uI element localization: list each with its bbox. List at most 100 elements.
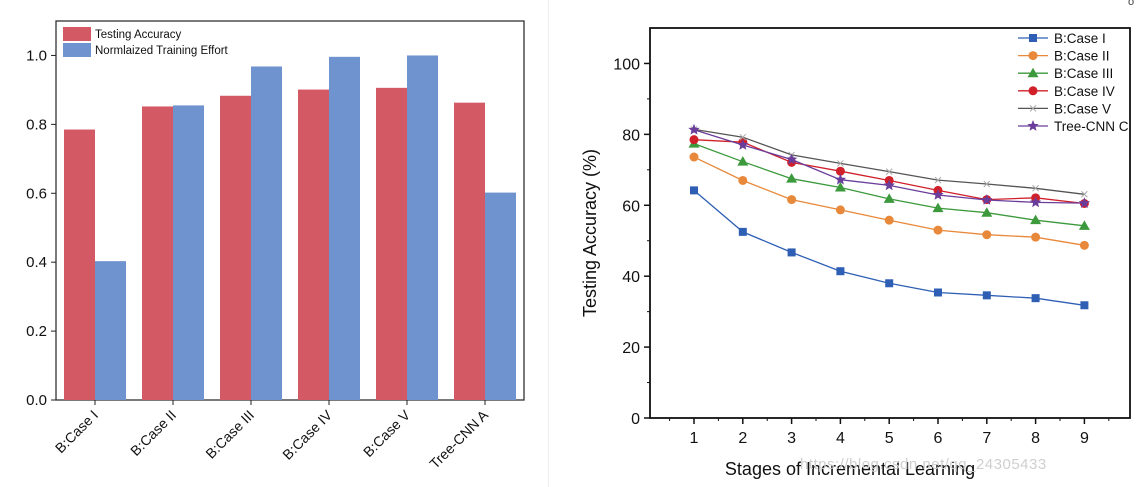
bar-testing-accuracy	[220, 95, 251, 401]
data-point	[737, 156, 749, 166]
bar-training-effort	[407, 55, 438, 401]
legend-label: B:Case II	[1054, 49, 1110, 64]
x-tick-label: 6	[934, 430, 943, 447]
data-point	[1079, 240, 1089, 250]
legend-marker	[1028, 86, 1038, 96]
legend-marker	[1027, 120, 1039, 131]
data-point	[834, 182, 846, 192]
data-point	[885, 168, 893, 175]
data-point	[933, 225, 943, 235]
y-tick-label: 20	[622, 340, 640, 357]
data-point	[737, 139, 749, 150]
series-b-case-ii	[689, 152, 1089, 250]
x-tick-label: 1	[690, 430, 699, 447]
data-point	[934, 176, 942, 184]
legend-label: Testing Accuracy	[95, 29, 182, 41]
legend-marker	[1028, 51, 1038, 61]
panel-divider	[548, 0, 549, 487]
legend-marker	[1029, 34, 1037, 42]
data-point	[688, 123, 700, 135]
data-point	[689, 135, 699, 145]
data-point	[690, 186, 698, 195]
watermark-text: https://blog.csdn.net/qq_24305433	[800, 456, 1047, 473]
data-point	[1030, 214, 1042, 225]
corner-mark: o	[1128, 0, 1135, 8]
x-tick-label: 4	[836, 430, 845, 447]
series-b-case-i	[690, 186, 1089, 310]
data-point	[834, 173, 847, 185]
legend-label: B:Case III	[1054, 66, 1113, 81]
x-tick-label: 9	[1080, 430, 1089, 447]
data-point	[787, 195, 797, 205]
x-tick-label: B:Case III	[202, 407, 257, 462]
series-tree-cnn-c	[688, 123, 1091, 208]
data-point	[883, 179, 895, 191]
data-point	[883, 193, 895, 203]
bar-testing-accuracy	[376, 87, 407, 400]
legend-label: B:Case I	[1054, 31, 1106, 46]
data-point	[836, 267, 845, 276]
x-tick-label: 8	[1031, 430, 1040, 447]
data-point	[1032, 184, 1039, 192]
bar-testing-accuracy	[298, 89, 329, 400]
legend-label: Normlaized Training Effort	[95, 45, 229, 57]
legend-label: B:Case V	[1054, 101, 1111, 116]
x-tick-label: B:Case I	[52, 407, 101, 456]
x-tick-label: B:Case IV	[279, 406, 335, 462]
data-point	[1081, 190, 1088, 198]
data-point	[983, 180, 991, 188]
data-point	[981, 194, 993, 205]
data-point	[932, 202, 944, 213]
data-point	[1080, 301, 1089, 310]
bar-training-effort	[95, 261, 126, 400]
x-tick-label: 5	[885, 430, 894, 447]
data-point	[738, 227, 747, 236]
bar-training-effort	[485, 192, 516, 400]
data-point	[689, 152, 699, 162]
data-point	[884, 215, 894, 225]
legend-label: Tree-CNN C	[1054, 119, 1129, 134]
bar-training-effort	[173, 105, 204, 400]
right-line-chart: 0 20 40 60 80 100 1 2 3 4 5 6 7 8 9 Stages of Increment…	[580, 27, 1131, 479]
legend-marker	[1029, 105, 1037, 112]
data-point	[835, 205, 845, 215]
x-tick-label: B:Case II	[127, 407, 179, 459]
legend-swatch	[63, 43, 91, 57]
y-tick-label: 80	[622, 127, 640, 144]
x-tick-label: Tree-CNN A	[426, 406, 491, 471]
x-tick-label: 7	[982, 430, 991, 447]
data-point	[1078, 220, 1090, 230]
y-tick-label: 100	[613, 56, 640, 73]
x-tick-label: 3	[787, 430, 796, 447]
data-point	[835, 166, 845, 176]
data-point	[932, 189, 944, 200]
bar-training-effort	[329, 56, 360, 400]
data-point	[1031, 232, 1041, 242]
data-point	[981, 207, 993, 217]
bar-training-effort	[251, 66, 282, 400]
legend-swatch	[63, 27, 91, 41]
legend-label: B:Case IV	[1054, 84, 1115, 99]
series-b-case-v	[690, 126, 1088, 198]
x-axis-label: Stages of Incremental Learning	[725, 459, 975, 479]
bar-testing-accuracy	[64, 129, 95, 401]
y-tick-label: 40	[622, 269, 640, 286]
data-point	[787, 248, 796, 257]
left-bar-chart: 0.0 0.2 0.4 0.6 0.8 1.0 B:Case I B:Case II B:Cas…	[26, 20, 525, 472]
data-point	[934, 288, 942, 297]
y-tick-label: 0	[631, 411, 640, 428]
data-point	[1031, 294, 1040, 303]
y-tick-label: 1.0	[26, 47, 47, 64]
data-point	[982, 291, 991, 300]
data-point	[885, 279, 894, 288]
x-tick-label: 2	[738, 430, 747, 447]
y-tick-label: 0.8	[26, 116, 47, 133]
legend-marker	[1027, 67, 1039, 78]
y-axis-label: Testing Accuracy (%)	[580, 149, 600, 317]
y-tick-label: 0.0	[26, 392, 47, 409]
data-point	[786, 173, 798, 183]
x-tick-label: B:Case V	[360, 406, 414, 460]
data-point	[1029, 196, 1042, 208]
series-line	[693, 189, 1085, 306]
y-tick-label: 0.6	[26, 185, 47, 202]
